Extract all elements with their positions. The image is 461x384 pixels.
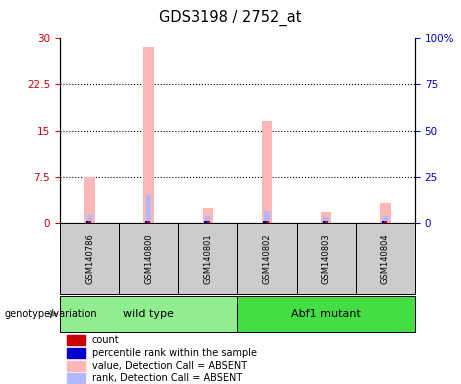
Bar bbox=[86, 221, 89, 223]
Text: rank, Detection Call = ABSENT: rank, Detection Call = ABSENT bbox=[92, 373, 242, 383]
Text: GSM140804: GSM140804 bbox=[381, 233, 390, 283]
Bar bbox=[67, 373, 85, 383]
Bar bbox=[383, 216, 388, 223]
Bar bbox=[88, 221, 91, 223]
Bar bbox=[264, 211, 270, 223]
Text: GDS3198 / 2752_at: GDS3198 / 2752_at bbox=[159, 10, 302, 26]
Bar bbox=[262, 121, 272, 223]
Text: percentile rank within the sample: percentile rank within the sample bbox=[92, 348, 257, 358]
Text: genotype/variation: genotype/variation bbox=[5, 309, 97, 319]
Bar bbox=[178, 223, 237, 294]
Bar bbox=[60, 296, 237, 332]
Text: GSM140803: GSM140803 bbox=[322, 233, 331, 284]
Bar bbox=[205, 216, 211, 223]
Bar bbox=[60, 223, 119, 294]
Bar bbox=[202, 208, 213, 223]
Bar bbox=[119, 223, 178, 294]
Bar bbox=[143, 47, 154, 223]
Bar bbox=[204, 221, 207, 223]
Bar bbox=[384, 221, 387, 223]
Bar bbox=[325, 221, 328, 223]
Bar bbox=[67, 348, 85, 358]
Text: value, Detection Call = ABSENT: value, Detection Call = ABSENT bbox=[92, 361, 247, 371]
Bar bbox=[67, 361, 85, 371]
Bar bbox=[356, 223, 415, 294]
Text: Abf1 mutant: Abf1 mutant bbox=[291, 309, 361, 319]
Bar bbox=[145, 221, 148, 223]
Bar bbox=[67, 335, 85, 345]
Bar bbox=[321, 212, 331, 223]
Bar bbox=[263, 221, 266, 223]
Text: GSM140786: GSM140786 bbox=[85, 233, 94, 284]
Bar bbox=[323, 221, 325, 223]
Text: GSM140802: GSM140802 bbox=[262, 233, 272, 283]
Bar bbox=[87, 215, 92, 223]
Bar bbox=[206, 221, 210, 223]
Bar bbox=[147, 221, 150, 223]
Bar bbox=[237, 223, 296, 294]
Text: count: count bbox=[92, 335, 119, 345]
Text: wild type: wild type bbox=[123, 309, 174, 319]
Bar bbox=[84, 177, 95, 223]
Bar bbox=[296, 223, 356, 294]
Text: GSM140800: GSM140800 bbox=[144, 233, 153, 283]
Bar bbox=[265, 221, 269, 223]
Bar bbox=[380, 203, 390, 223]
Bar bbox=[324, 217, 329, 223]
Text: GSM140801: GSM140801 bbox=[203, 233, 213, 283]
Bar bbox=[146, 195, 151, 223]
Bar bbox=[237, 296, 415, 332]
Bar bbox=[382, 221, 384, 223]
